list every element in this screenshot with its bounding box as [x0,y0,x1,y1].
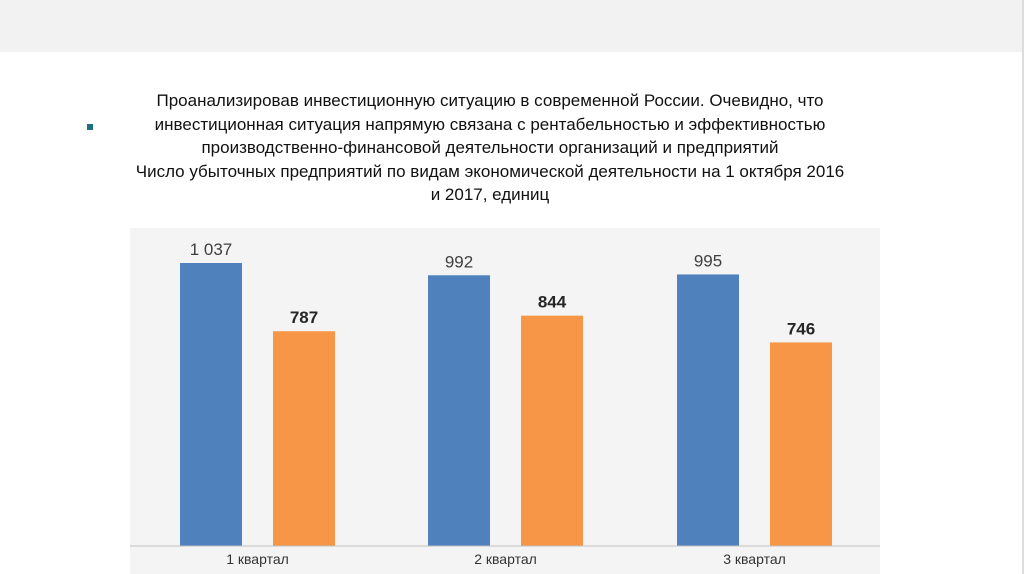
slide-edge-divider [1022,0,1024,574]
chart-title-line-1: Число убыточных предприятий по видам эко… [135,161,845,181]
data-label-2-3: 746 [787,319,815,338]
heading-line-3: производственно-финансовой деятельности … [201,138,779,157]
data-label-1-1: 1 037 [190,240,233,259]
bar-1-2 [428,275,490,546]
x-tick-label-1: 1 квартал [226,551,289,567]
data-label-2-2: 844 [538,293,567,312]
heading-line-2: инвестиционная ситуация напрямую связана… [154,114,826,134]
slide-heading: Проанализировав инвестиционную ситуацию … [60,89,920,207]
chart-title-line-2: и 2017, единиц [430,185,550,204]
data-label-1-3: 995 [694,251,722,270]
data-label-2-1: 787 [290,308,318,327]
bar-2-2 [521,315,583,546]
slide-header-band [0,0,1024,52]
bar-chart-svg: 1 037 787 1 квартал 992 844 2 квартал 995 746 3 … [130,240,880,567]
bar-chart: 1 037 787 1 квартал 992 844 2 квартал 995 746 3 … [130,228,880,574]
heading-line-1: Проанализировав инвестиционную ситуацию … [156,91,824,110]
bar-1-3 [677,274,739,546]
bar-1-1 [180,263,242,546]
bullet-marker [87,124,93,130]
bar-2-1 [273,331,335,546]
bar-2-3 [770,342,832,546]
x-tick-label-3: 3 квартал [723,551,786,567]
x-tick-label-2: 2 квартал [474,551,537,567]
data-label-1-2: 992 [445,252,473,271]
